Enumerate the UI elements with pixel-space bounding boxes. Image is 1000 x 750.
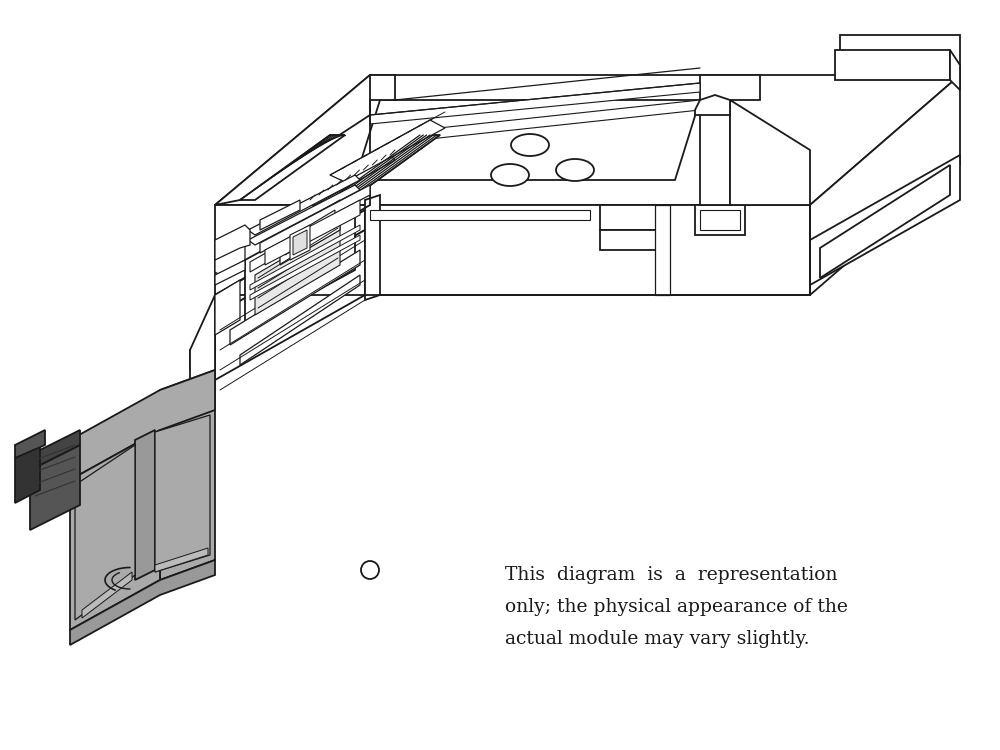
- Polygon shape: [310, 155, 395, 205]
- Polygon shape: [265, 200, 360, 265]
- Polygon shape: [370, 210, 590, 220]
- Ellipse shape: [556, 159, 594, 181]
- Polygon shape: [70, 370, 215, 480]
- Ellipse shape: [361, 561, 379, 579]
- Polygon shape: [293, 230, 307, 255]
- Polygon shape: [215, 260, 245, 285]
- Polygon shape: [70, 430, 160, 630]
- Polygon shape: [695, 95, 730, 115]
- Polygon shape: [810, 75, 960, 295]
- Polygon shape: [600, 205, 660, 230]
- Polygon shape: [250, 205, 350, 272]
- Polygon shape: [365, 195, 380, 300]
- Polygon shape: [15, 430, 45, 458]
- Polygon shape: [215, 280, 240, 335]
- Polygon shape: [215, 205, 810, 295]
- Polygon shape: [700, 210, 740, 230]
- Text: This  diagram  is  a  representation: This diagram is a representation: [505, 566, 838, 584]
- Polygon shape: [70, 560, 215, 645]
- Polygon shape: [260, 185, 370, 253]
- Polygon shape: [330, 120, 445, 182]
- Polygon shape: [230, 250, 360, 345]
- Polygon shape: [280, 200, 340, 265]
- Polygon shape: [285, 210, 335, 255]
- Polygon shape: [355, 100, 700, 180]
- Polygon shape: [835, 50, 950, 80]
- Polygon shape: [250, 235, 360, 300]
- Polygon shape: [255, 225, 340, 315]
- Polygon shape: [190, 210, 365, 370]
- Polygon shape: [248, 175, 360, 235]
- Polygon shape: [135, 430, 155, 580]
- Polygon shape: [248, 185, 360, 245]
- Polygon shape: [240, 135, 345, 200]
- Polygon shape: [75, 445, 135, 620]
- Polygon shape: [155, 415, 210, 572]
- Polygon shape: [215, 230, 365, 380]
- Polygon shape: [190, 295, 215, 395]
- Polygon shape: [950, 50, 960, 90]
- Polygon shape: [240, 275, 360, 365]
- Polygon shape: [810, 155, 960, 285]
- Polygon shape: [30, 445, 80, 530]
- Polygon shape: [290, 225, 310, 260]
- Polygon shape: [215, 225, 250, 260]
- Polygon shape: [250, 225, 360, 290]
- Text: only; the physical appearance of the: only; the physical appearance of the: [505, 598, 848, 616]
- Polygon shape: [215, 75, 395, 205]
- Polygon shape: [695, 205, 745, 235]
- Text: actual module may vary slightly.: actual module may vary slightly.: [505, 630, 810, 648]
- Polygon shape: [370, 83, 700, 124]
- Polygon shape: [215, 75, 960, 205]
- Polygon shape: [730, 100, 810, 205]
- Polygon shape: [420, 100, 700, 140]
- Polygon shape: [82, 572, 132, 618]
- Polygon shape: [840, 35, 960, 75]
- Polygon shape: [820, 165, 950, 278]
- Polygon shape: [600, 230, 660, 250]
- Polygon shape: [700, 75, 760, 100]
- Ellipse shape: [511, 134, 549, 156]
- Polygon shape: [260, 200, 300, 230]
- Polygon shape: [215, 235, 245, 275]
- Polygon shape: [160, 370, 215, 580]
- Polygon shape: [30, 430, 80, 470]
- Polygon shape: [15, 445, 40, 503]
- Polygon shape: [330, 135, 440, 200]
- Polygon shape: [215, 210, 365, 315]
- Ellipse shape: [491, 164, 529, 186]
- Polygon shape: [245, 200, 355, 330]
- Polygon shape: [155, 548, 208, 572]
- Polygon shape: [655, 205, 670, 295]
- Polygon shape: [700, 100, 730, 205]
